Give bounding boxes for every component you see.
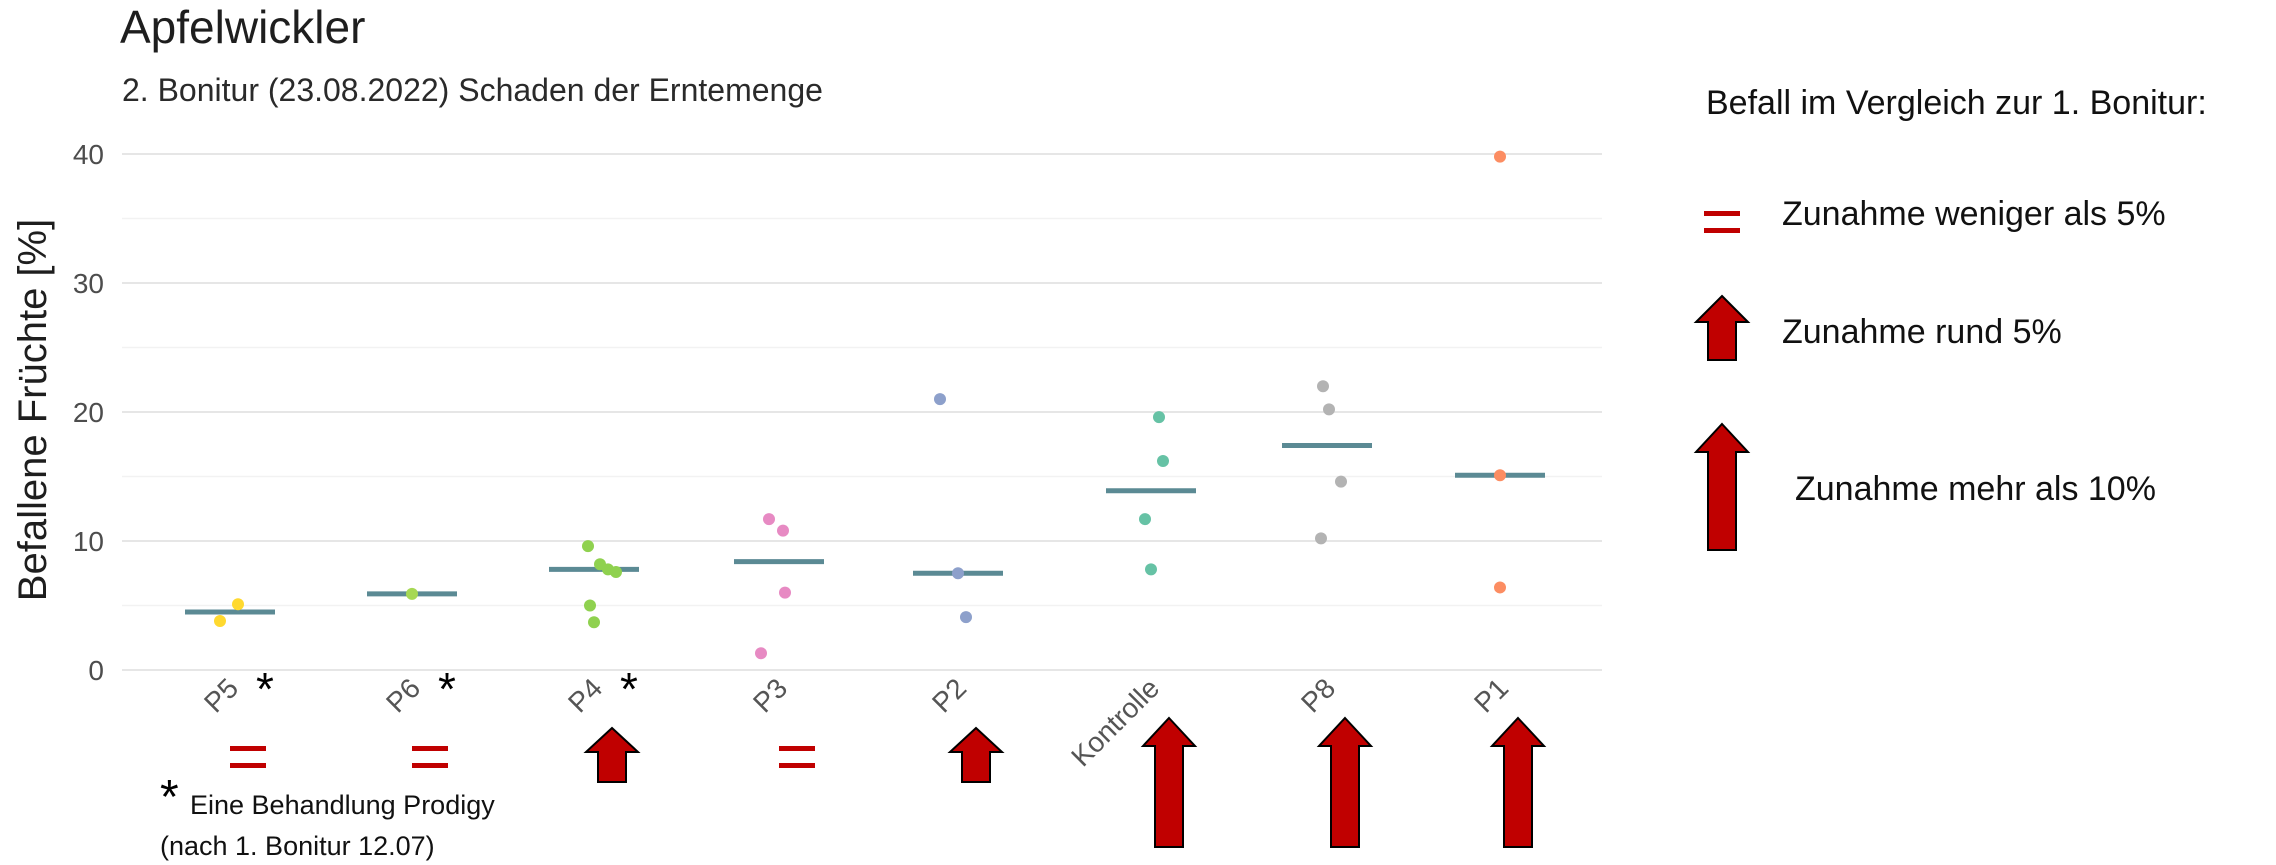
data-point — [584, 599, 596, 612]
change-markers — [230, 716, 1547, 848]
data-point — [1145, 563, 1157, 576]
legend-label-arrow-small: Zunahme rund 5% — [1782, 313, 2062, 351]
data-point — [777, 524, 789, 537]
equals-bar — [230, 746, 266, 751]
data-point — [934, 393, 946, 406]
y-tick-label: 20 — [73, 397, 104, 428]
x-tick-label: Kontrolle — [1065, 672, 1165, 772]
data-point — [1315, 532, 1327, 545]
legend-arrow-small-icon — [1693, 294, 1751, 361]
point-layer — [214, 150, 1506, 660]
equals-bar — [230, 763, 266, 768]
x-ticks: P5 * P6 * P4 * P3 P2 Kontrolle P8 P1 — [198, 663, 1514, 772]
change-arrow-large — [1316, 716, 1374, 848]
change-arrow-large — [1489, 716, 1547, 848]
legend-label-arrow-large: Zunahme mehr als 10% — [1795, 470, 2156, 508]
data-point — [755, 647, 767, 660]
legend-label-equals: Zunahme weniger als 5% — [1782, 195, 2166, 233]
data-point — [1157, 455, 1169, 468]
data-point — [1139, 513, 1151, 526]
equals-bar — [412, 746, 448, 751]
data-point — [1494, 581, 1506, 594]
x-tick-label: P6 — [380, 672, 426, 718]
data-point — [1494, 469, 1506, 482]
x-tick-label: P3 — [747, 672, 793, 718]
x-tick-label: P8 — [1295, 672, 1341, 718]
y-tick-label: 0 — [88, 655, 104, 686]
x-tick-label: P4 — [562, 672, 608, 718]
data-point — [1317, 380, 1329, 393]
y-tick-label: 30 — [73, 268, 104, 299]
change-arrow-small — [947, 726, 1005, 783]
data-point — [952, 567, 964, 580]
x-tick-label: P2 — [926, 672, 972, 718]
treatment-star: * — [620, 663, 638, 715]
data-point — [214, 614, 226, 627]
x-tick-label: P1 — [1468, 672, 1514, 718]
equals-bar — [779, 763, 815, 768]
change-arrow-small — [583, 726, 641, 783]
data-point — [1153, 411, 1165, 424]
legend-symbols — [1693, 211, 1751, 551]
data-point — [588, 616, 600, 629]
equals-bar — [412, 763, 448, 768]
equals-bar — [1704, 211, 1740, 216]
footnote-marker: * — [160, 771, 179, 824]
data-point — [779, 586, 791, 599]
change-equals-marker — [779, 746, 815, 768]
change-equals-marker — [230, 746, 266, 768]
data-point — [582, 540, 594, 553]
data-point — [763, 513, 775, 526]
y-axis-label: Befallene Früchte [%] — [11, 219, 55, 601]
treatment-star: * — [438, 663, 456, 715]
data-point — [1335, 475, 1347, 488]
equals-bar — [1704, 228, 1740, 233]
chart-subtitle: 2. Bonitur (23.08.2022) Schaden der Ernt… — [122, 72, 823, 108]
change-arrow-large — [1140, 716, 1198, 848]
y-tick-label: 40 — [73, 139, 104, 170]
legend-equals-icon — [1704, 211, 1740, 233]
y-tick-label: 10 — [73, 526, 104, 557]
grid-layer — [122, 153, 1602, 671]
footnote-line-2: (nach 1. Bonitur 12.07) — [160, 831, 435, 861]
legend-title: Befall im Vergleich zur 1. Bonitur: — [1706, 84, 2207, 122]
x-tick-label: P5 — [198, 672, 244, 718]
equals-bar — [779, 746, 815, 751]
data-point — [406, 587, 418, 600]
y-ticks: 0 10 20 30 40 — [73, 139, 104, 686]
data-point — [1323, 403, 1335, 416]
data-point — [610, 565, 622, 578]
data-point — [960, 611, 972, 624]
chart-title: Apfelwickler — [120, 1, 366, 53]
legend-arrow-large-icon — [1693, 422, 1751, 551]
treatment-star: * — [256, 663, 274, 715]
data-point — [232, 598, 244, 611]
median-layer — [185, 443, 1545, 615]
data-point — [1494, 150, 1506, 163]
change-equals-marker — [412, 746, 448, 768]
footnote-line-1: Eine Behandlung Prodigy — [190, 790, 495, 820]
